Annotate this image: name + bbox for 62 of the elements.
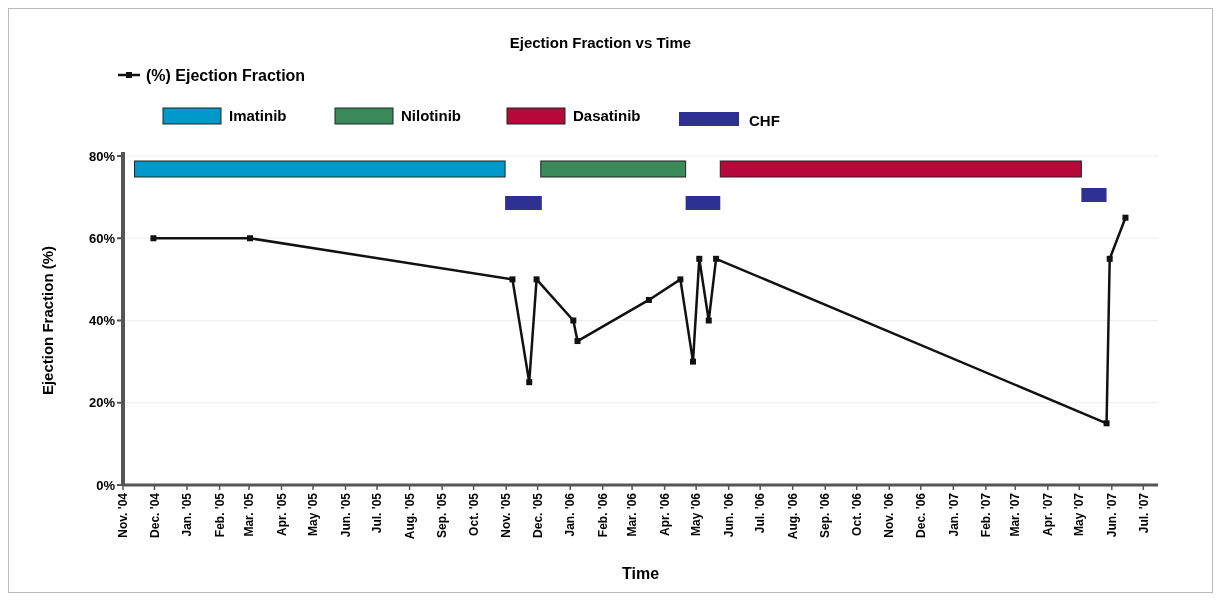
x-tick-label: Dec. '06 xyxy=(913,492,928,538)
x-tick-label: Feb. '06 xyxy=(595,492,610,538)
x-tick-label: Mar. '06 xyxy=(625,492,640,537)
x-tick-label: Jan. '05 xyxy=(180,492,195,537)
x-tick-label: Aug. '05 xyxy=(402,492,417,540)
x-tick-label: Dec. '04 xyxy=(147,492,162,538)
point xyxy=(150,235,157,242)
legend-label: Nilotinib xyxy=(401,107,461,125)
y-tick-label: 80% xyxy=(88,148,116,164)
x-tick-label: Jun. '07 xyxy=(1105,492,1120,538)
x-tick-label: Apr. '06 xyxy=(657,492,672,536)
point xyxy=(696,255,703,262)
point xyxy=(247,235,254,242)
x-tick-label: Jul. '05 xyxy=(370,492,385,534)
x-tick-label: Apr. '05 xyxy=(274,492,289,536)
x-tick-label: Aug. '06 xyxy=(785,492,800,540)
point xyxy=(574,338,581,345)
x-tick-label: Jan. '07 xyxy=(946,492,961,537)
y-tick-label: 60% xyxy=(88,230,116,246)
x-tick-label: Feb. '07 xyxy=(979,492,994,538)
x-axis-title: Time xyxy=(621,565,660,582)
point xyxy=(570,317,577,324)
point xyxy=(677,276,684,283)
x-tick-label: Jun. '05 xyxy=(338,492,353,538)
x-tick-label: Dec. '05 xyxy=(530,492,545,538)
x-tick-label: Jan. '06 xyxy=(563,492,578,537)
point xyxy=(1122,214,1129,221)
x-tick-label: Oct. '05 xyxy=(466,492,481,536)
x-tick-label: Sep. '05 xyxy=(435,492,450,538)
x-tick-label: Nov. '05 xyxy=(499,492,514,538)
x-tick-label: May '07 xyxy=(1072,492,1087,536)
y-tick-label: 0% xyxy=(96,477,116,493)
x-tick-label: Jul. '07 xyxy=(1136,492,1151,534)
x-tick-label: Nov. '06 xyxy=(882,492,897,538)
legend-label: Imatinib xyxy=(229,107,287,125)
x-tick-label: Jun. '06 xyxy=(721,492,736,538)
y-tick-label: 40% xyxy=(88,313,116,329)
legend-label: (%) Ejection Fraction xyxy=(146,66,306,84)
x-tick-label: Feb. '05 xyxy=(212,492,227,538)
x-tick-label: Apr. '07 xyxy=(1040,492,1055,536)
x-tick-label: Mar. '05 xyxy=(242,492,257,537)
x-tick-label: Nov. '04 xyxy=(116,492,131,538)
x-tick-label: May '06 xyxy=(689,492,704,536)
x-tick-label: Mar. '07 xyxy=(1008,492,1023,537)
point xyxy=(1103,420,1110,427)
point xyxy=(1106,255,1113,262)
y-axis-title: Ejection Fraction (%) xyxy=(39,245,56,396)
point xyxy=(526,379,533,386)
point xyxy=(713,255,720,262)
point xyxy=(509,276,516,283)
x-tick-label: Sep. '06 xyxy=(818,492,833,538)
point xyxy=(533,276,540,283)
x-tick-label: Jul. '06 xyxy=(753,492,768,534)
x-tick-label: Oct. '06 xyxy=(849,492,864,536)
y-tick-label: 20% xyxy=(88,395,116,411)
point xyxy=(705,317,712,324)
legend-label: CHF xyxy=(749,112,780,130)
point xyxy=(689,358,696,365)
legend-label: Dasatinib xyxy=(573,107,641,125)
point xyxy=(645,296,652,303)
chart-title: Ejection Fraction vs Time xyxy=(509,34,692,51)
x-tick-label: May '05 xyxy=(306,492,321,536)
